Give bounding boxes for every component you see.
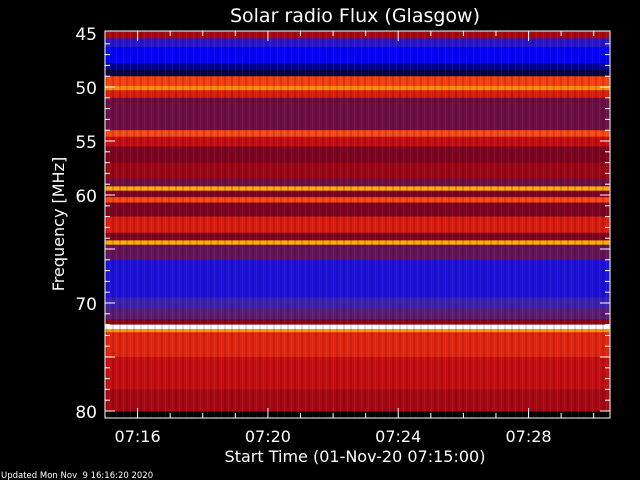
y-axis-label: Frequency [MHz] bbox=[49, 157, 68, 291]
plot-frame bbox=[104, 30, 611, 419]
x-tick-label: 07:28 bbox=[505, 427, 551, 446]
y-tick-label: 50 bbox=[75, 79, 97, 99]
x-tick-label: 07:24 bbox=[375, 427, 421, 446]
x-axis-label: Start Time (01-Nov-20 07:15:00) bbox=[225, 447, 486, 466]
y-tick-label: 60 bbox=[75, 187, 97, 207]
y-tick-labels: 45 50 55 60 70 80 bbox=[75, 25, 97, 423]
texture-overlay bbox=[105, 31, 610, 418]
y-tick-label: 70 bbox=[75, 295, 97, 315]
y-tick-label: 80 bbox=[75, 403, 97, 423]
axis-ticks bbox=[105, 31, 610, 418]
x-tick-labels: 07:16 07:20 07:24 07:28 bbox=[115, 427, 552, 446]
y-tick-label: 45 bbox=[75, 25, 97, 45]
updated-timestamp: Updated Mon Nov 9 16:16:20 2020 bbox=[1, 471, 153, 480]
x-tick-label: 07:16 bbox=[115, 427, 161, 446]
x-tick-label: 07:20 bbox=[245, 427, 291, 446]
chart-title: Solar radio Flux (Glasgow) bbox=[230, 5, 480, 27]
y-tick-label: 55 bbox=[75, 133, 97, 153]
